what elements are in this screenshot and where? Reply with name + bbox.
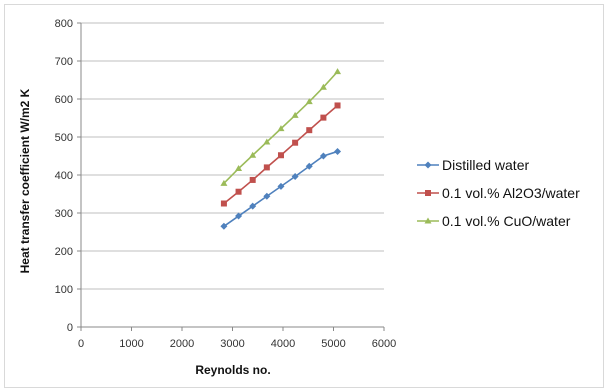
data-point-s1-5 [277,182,285,190]
y-tick-label-500: 500 [55,132,73,144]
data-point-s1-6 [291,173,299,181]
x-tick-label-0: 0 [78,338,84,350]
legend-item-3: 0.1 vol.% CuO/water [417,213,571,229]
data-point-s1-8 [319,152,327,160]
y-tick-label-300: 300 [55,208,73,220]
y-tick-label-700: 700 [55,56,73,68]
chart-frame: 0 100 200 300 400 500 600 700 800 0 1000 2000 3000 4… [4,4,604,388]
data-point-s2-2 [235,188,242,195]
data-point-s2-4 [263,164,270,171]
data-point-s3-6 [291,111,299,118]
y-axis-title: Heat transfer coefficient W/m2 K [18,88,32,273]
data-point-s3-5 [277,125,285,132]
data-point-s1-4 [263,192,271,200]
x-tick-label-2000: 2000 [170,338,194,350]
series-3 [220,68,342,186]
axes [77,22,385,331]
series-group [220,68,342,230]
data-point-s3-9 [334,68,342,75]
data-point-s1-3 [249,202,257,210]
data-point-s2-6 [292,139,299,146]
legend-label-1: Distilled water [442,157,529,173]
data-point-s2-9 [334,102,341,109]
y-tick-labels: 0 100 200 300 400 500 600 700 800 [55,18,73,334]
x-axis-title: Reynolds no. [195,363,270,377]
x-tick-labels: 0 1000 2000 3000 4000 5000 6000 [78,338,396,350]
line-chart: 0 100 200 300 400 500 600 700 800 0 1000 2000 3000 4… [18,18,580,377]
data-point-s2-7 [306,127,313,134]
gridlines [81,22,384,290]
data-point-s3-7 [305,98,313,105]
legend-label-2: 0.1 vol.% Al2O3/water [442,185,580,201]
y-tick-label-100: 100 [55,284,73,296]
data-point-s2-3 [249,176,256,183]
data-point-s3-1 [220,179,228,186]
legend-label-3: 0.1 vol.% CuO/water [442,213,571,229]
data-point-s2-1 [220,200,227,207]
data-point-s1-2 [235,212,243,220]
data-point-s1-9 [334,147,342,155]
data-point-s1-1 [220,222,228,230]
y-tick-label-0: 0 [67,322,73,334]
data-point-s3-4 [263,138,271,145]
y-tick-label-200: 200 [55,246,73,258]
data-point-s1-7 [305,162,313,170]
legend-marker-3 [424,217,432,224]
data-point-s2-5 [277,152,284,159]
legend-marker-2 [425,190,431,196]
x-tick-label-6000: 6000 [372,338,396,350]
x-tick-label-1000: 1000 [119,338,143,350]
legend: Distilled water 0.1 vol.% Al2O3/water 0.1 … [417,157,580,229]
data-point-s3-8 [319,83,327,90]
y-tick-label-400: 400 [55,170,73,182]
data-point-s3-3 [249,151,257,158]
series-1 [220,147,342,230]
series-2 [220,102,341,207]
legend-item-2: 0.1 vol.% Al2O3/water [417,185,580,201]
x-tick-label-5000: 5000 [321,338,345,350]
y-tick-label-800: 800 [55,18,73,30]
y-tick-label-600: 600 [55,94,73,106]
data-point-s2-8 [320,114,327,121]
x-tick-label-4000: 4000 [271,338,295,350]
x-tick-label-3000: 3000 [220,338,244,350]
legend-marker-1 [424,161,432,169]
legend-item-1: Distilled water [417,157,529,173]
data-point-s3-2 [235,165,243,172]
